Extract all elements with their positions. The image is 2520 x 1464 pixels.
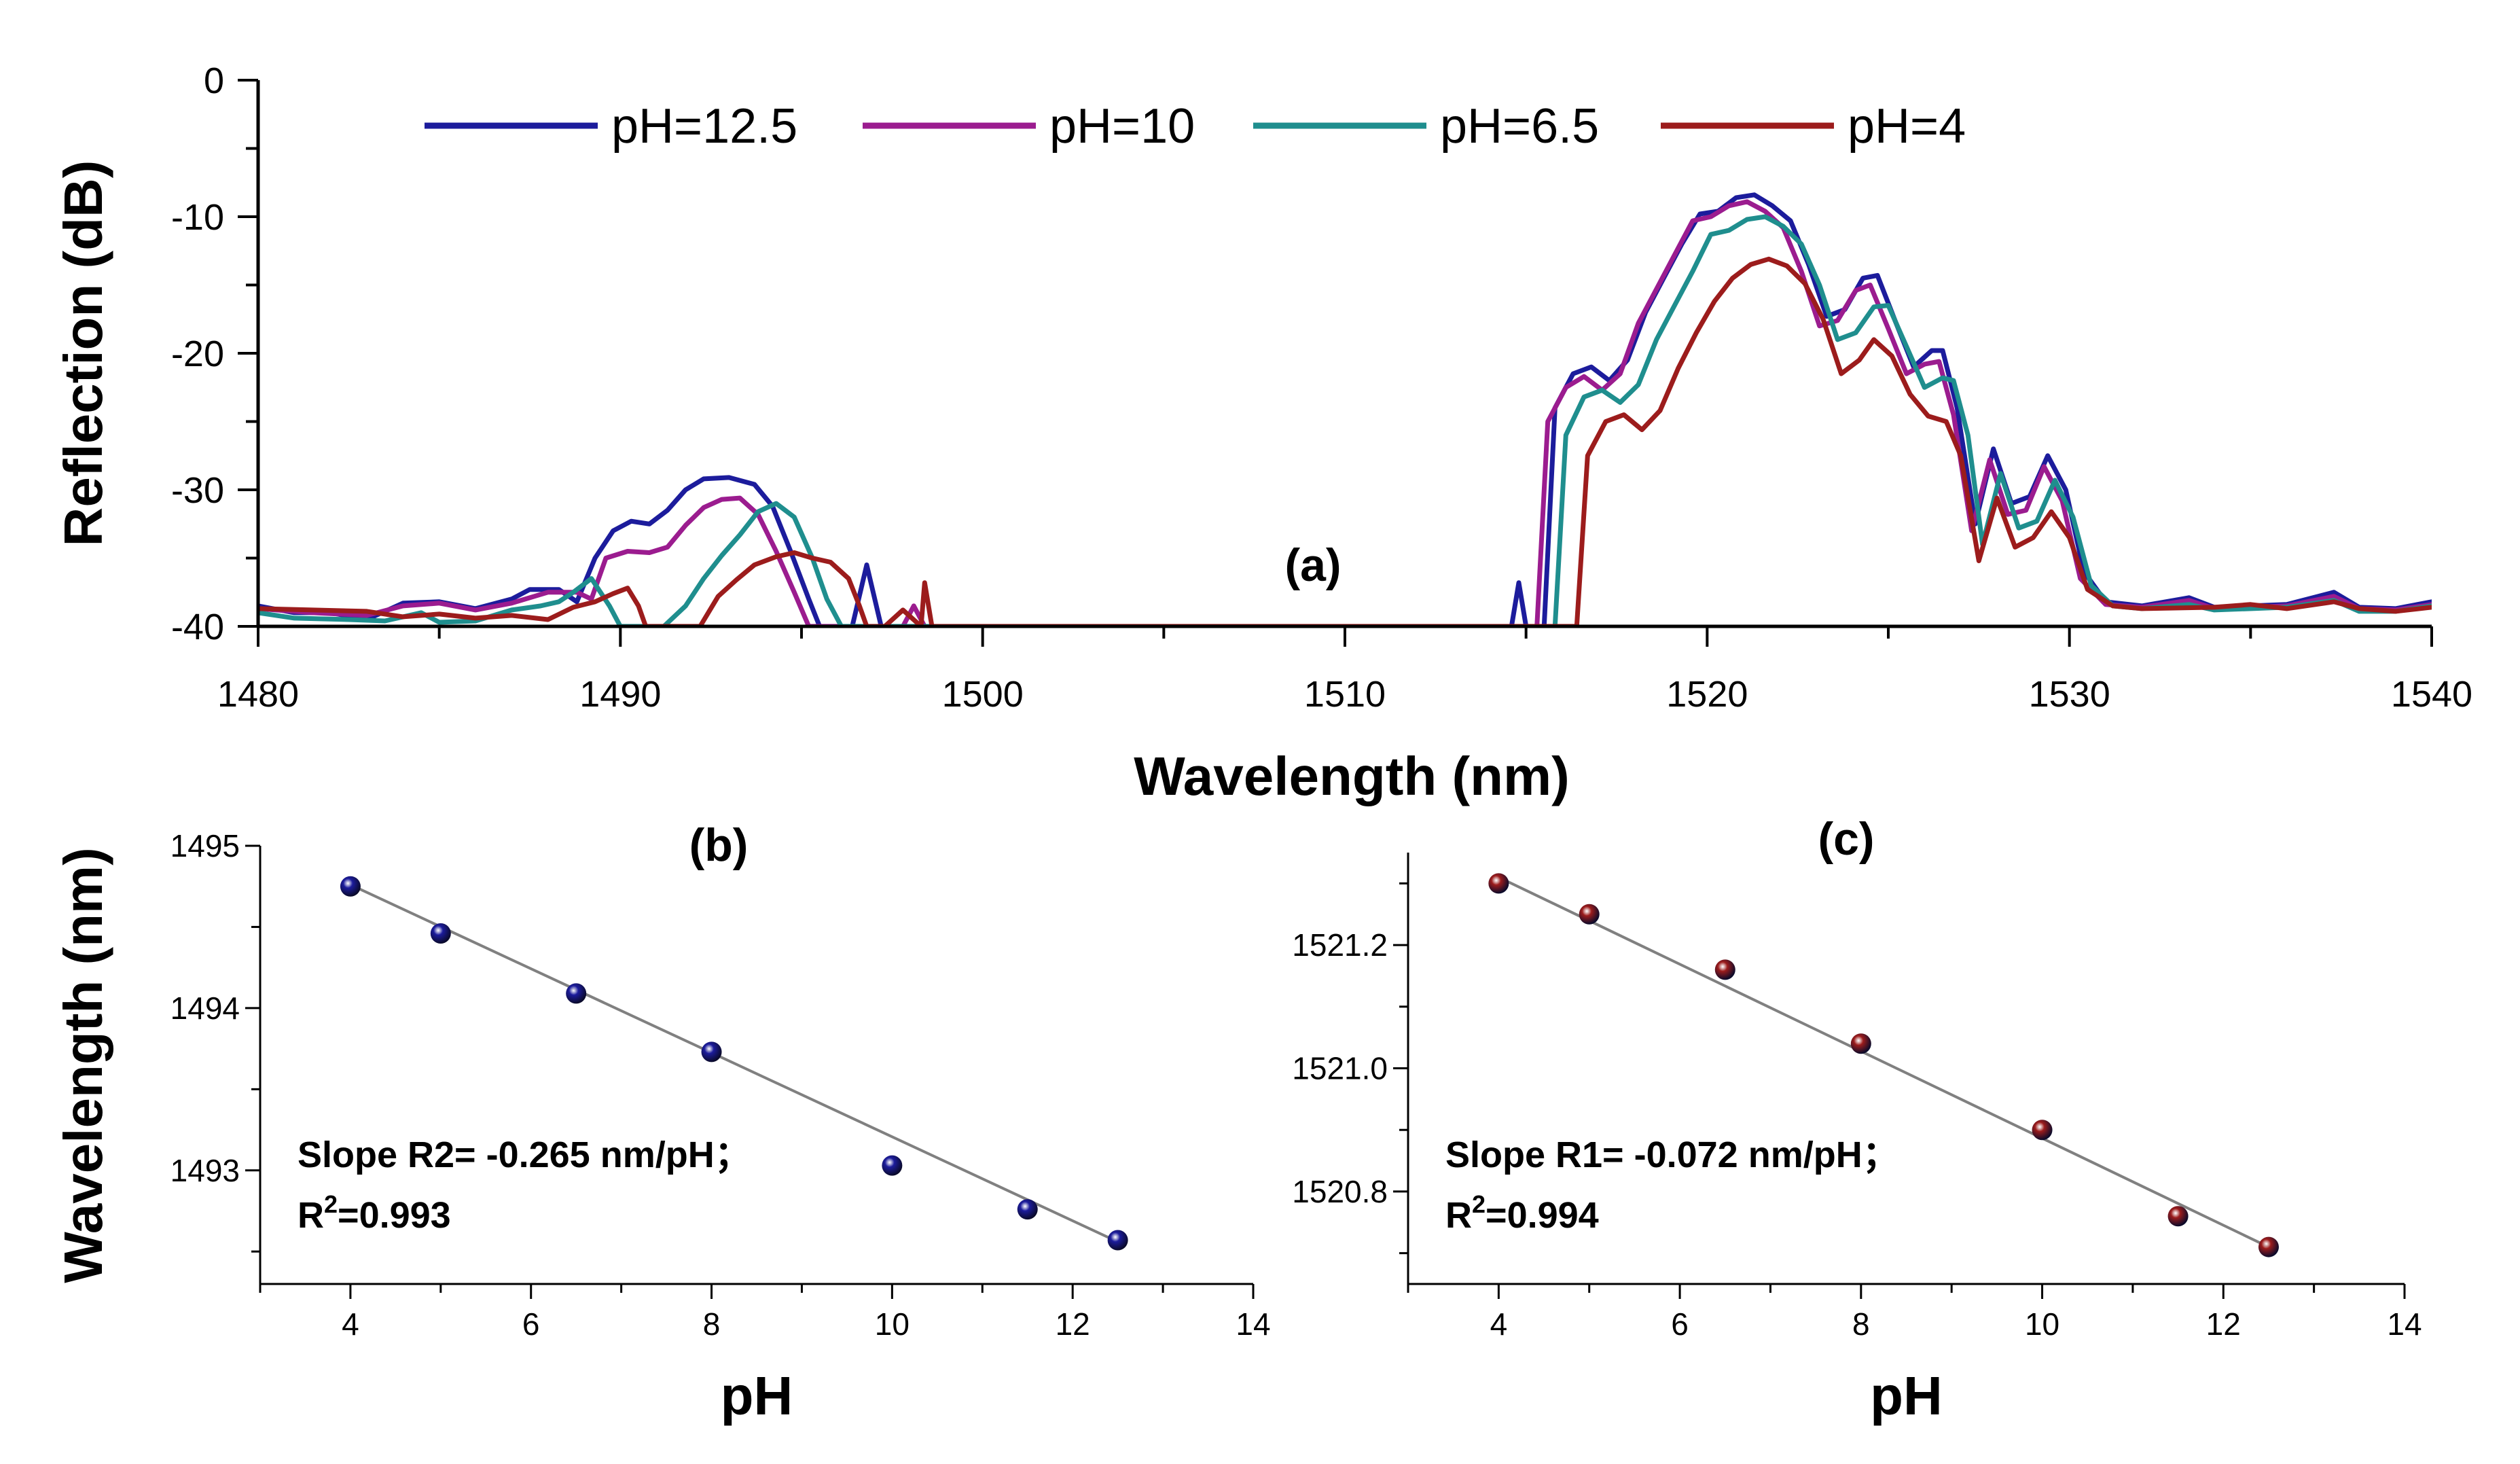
x-tick-label: 10 bbox=[2025, 1306, 2059, 1342]
x-tick-label: 6 bbox=[522, 1306, 540, 1342]
y-tick-label: 1493 bbox=[170, 1153, 240, 1188]
series-line-1 bbox=[258, 192, 2432, 626]
data-point bbox=[1714, 959, 1735, 980]
y-tick-label: -10 bbox=[171, 197, 224, 238]
legend-label-1: pH=12.5 bbox=[611, 99, 797, 154]
x-tick-label: 1540 bbox=[2391, 674, 2472, 715]
y-tick-label: 1521.2 bbox=[1292, 927, 1388, 963]
panel-label-a: (a) bbox=[1284, 539, 1341, 591]
r2-annotation: R2=0.994 bbox=[1445, 1190, 1599, 1236]
x-tick-label: 4 bbox=[342, 1306, 359, 1342]
data-point bbox=[1017, 1199, 1038, 1220]
data-point bbox=[2032, 1120, 2053, 1141]
x-tick-label: 1530 bbox=[2029, 674, 2110, 715]
slope-annotation: Slope R1= -0.072 nm/pH； bbox=[1445, 1135, 1899, 1175]
series-line-3 bbox=[258, 214, 2432, 626]
data-point bbox=[340, 876, 361, 897]
panel-c-wavelength-vs-ph: 4 6 8 10 12 14 1520.8 1521.0 1521.2 pH (c) Slope R1… bbox=[1292, 813, 2422, 1426]
y-axis-title: Wavelength (nm) bbox=[53, 847, 113, 1283]
legend-label-4: pH=4 bbox=[1848, 99, 1966, 154]
y-tick-label: 1494 bbox=[170, 990, 240, 1026]
fit-line bbox=[350, 883, 1119, 1243]
data-point bbox=[2167, 1206, 2189, 1227]
x-tick-label: 12 bbox=[1056, 1306, 1090, 1342]
x-axis-title: pH bbox=[721, 1365, 793, 1426]
data-point bbox=[1488, 873, 1509, 894]
data-point bbox=[1107, 1230, 1128, 1251]
x-tick-label: 14 bbox=[1236, 1306, 1270, 1342]
r2-superscript: 2 bbox=[324, 1190, 338, 1218]
data-point bbox=[1850, 1033, 1871, 1054]
r2-annotation: R2=0.993 bbox=[298, 1190, 451, 1236]
r2-prefix: R bbox=[298, 1195, 324, 1236]
legend-label-3: pH=6.5 bbox=[1440, 99, 1599, 154]
x-tick-label: 4 bbox=[1490, 1306, 1508, 1342]
legend-label-2: pH=10 bbox=[1049, 99, 1195, 154]
panel-label-c: (c) bbox=[1818, 813, 1874, 865]
panel-a-reflection-spectra: 1480 1490 1500 1510 1520 1530 1540 0 -10 -20 -30 -4… bbox=[53, 60, 2472, 806]
y-tick-label: -20 bbox=[171, 334, 224, 374]
y-tick-label: -40 bbox=[171, 607, 224, 647]
x-tick-label: 1510 bbox=[1304, 674, 1386, 715]
y-tick-label: 1495 bbox=[170, 828, 240, 863]
y-axis-title: Reflection (dB) bbox=[53, 160, 113, 547]
data-point bbox=[2258, 1236, 2279, 1257]
x-tick-label: 8 bbox=[1852, 1306, 1870, 1342]
x-tick-label: 1490 bbox=[579, 674, 661, 715]
series-line-2 bbox=[258, 199, 2432, 626]
r2-value: =0.993 bbox=[338, 1195, 451, 1236]
fit-line bbox=[1498, 876, 2269, 1249]
r2-superscript: 2 bbox=[1472, 1190, 1486, 1218]
panel-a-series-group bbox=[258, 192, 2432, 626]
x-axis-title: pH bbox=[1870, 1365, 1943, 1426]
x-axis-title: Wavelength (nm) bbox=[1134, 746, 1569, 806]
x-tick-label: 1480 bbox=[217, 674, 299, 715]
x-tick-label: 1500 bbox=[942, 674, 1024, 715]
data-point bbox=[701, 1041, 722, 1063]
data-point bbox=[882, 1155, 903, 1176]
slope-annotation: Slope R2= -0.265 nm/pH； bbox=[298, 1135, 751, 1175]
r2-value: =0.994 bbox=[1486, 1195, 1599, 1236]
x-tick-label: 6 bbox=[1671, 1306, 1689, 1342]
panel-label-b: (b) bbox=[689, 819, 749, 871]
x-tick-label: 1520 bbox=[1666, 674, 1748, 715]
x-tick-label: 8 bbox=[703, 1306, 721, 1342]
data-point bbox=[1579, 904, 1600, 925]
data-point bbox=[430, 923, 451, 944]
y-tick-label: 1521.0 bbox=[1292, 1051, 1388, 1086]
y-tick-label: -30 bbox=[171, 470, 224, 511]
data-point bbox=[566, 983, 587, 1004]
panel-b-wavelength-vs-ph: 4 6 8 10 12 14 1493 1494 1495 pH (b) Slope R2= -0.2… bbox=[53, 819, 1271, 1426]
y-tick-label: 1520.8 bbox=[1292, 1174, 1388, 1209]
x-tick-label: 12 bbox=[2206, 1306, 2241, 1342]
y-tick-label: 0 bbox=[204, 60, 224, 101]
x-tick-label: 10 bbox=[875, 1306, 910, 1342]
series-line-4 bbox=[258, 256, 2432, 626]
x-tick-label: 14 bbox=[2387, 1306, 2422, 1342]
r2-prefix: R bbox=[1445, 1195, 1472, 1236]
